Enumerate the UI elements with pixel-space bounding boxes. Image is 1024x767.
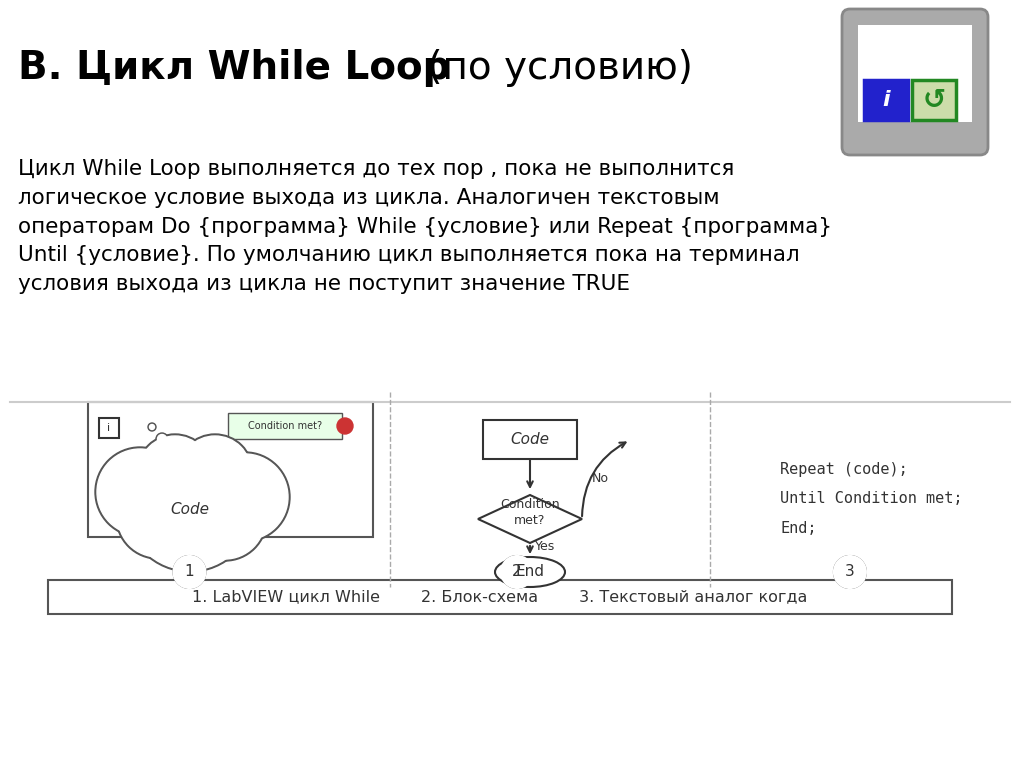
Circle shape [97,449,183,535]
Circle shape [95,447,185,537]
FancyBboxPatch shape [864,80,908,120]
FancyBboxPatch shape [483,420,577,459]
Text: 1: 1 [184,565,195,580]
Circle shape [150,424,155,430]
FancyBboxPatch shape [99,418,119,438]
FancyBboxPatch shape [912,80,956,120]
Circle shape [158,434,167,443]
Circle shape [127,444,253,570]
Text: Repeat (code);
Until Condition met;
End;: Repeat (code); Until Condition met; End; [780,462,963,536]
Text: Code: Code [171,502,210,516]
Circle shape [139,436,211,508]
Circle shape [152,492,232,572]
Ellipse shape [495,557,565,587]
Circle shape [337,418,353,434]
Circle shape [200,452,290,542]
Circle shape [185,479,265,559]
Circle shape [148,423,156,431]
Text: No: No [592,472,609,485]
Circle shape [167,446,183,462]
Text: Yes: Yes [535,540,555,553]
Text: Code: Code [511,433,550,447]
Circle shape [183,477,267,561]
Circle shape [169,447,181,460]
Text: В. Цикл While Loop: В. Цикл While Loop [18,49,451,87]
Text: Цикл While Loop выполняется до тех пор , пока не выполнится
логическое условие в: Цикл While Loop выполняется до тех пор ,… [18,159,831,295]
Circle shape [137,434,213,510]
Text: 2: 2 [512,565,522,580]
Circle shape [156,433,168,445]
Circle shape [125,442,255,572]
Text: 1. LabVIEW цикл While        2. Блок-схема        3. Текстовый аналог когда: 1. LabVIEW цикл While 2. Блок-схема 3. Т… [193,590,808,604]
Text: End: End [515,565,545,580]
Circle shape [173,556,206,588]
Circle shape [177,434,253,510]
Circle shape [501,556,534,588]
Text: Condition met?: Condition met? [248,421,323,431]
Text: (по условию): (по условию) [415,49,693,87]
Circle shape [116,475,200,559]
Text: i: i [883,90,890,110]
FancyBboxPatch shape [858,25,972,122]
Text: Condition
met?: Condition met? [500,499,560,528]
Text: 3: 3 [845,565,855,580]
Circle shape [834,556,866,588]
Circle shape [118,477,198,557]
Text: ↺: ↺ [923,86,945,114]
FancyBboxPatch shape [842,9,988,155]
Circle shape [179,436,251,508]
FancyBboxPatch shape [48,580,952,614]
FancyBboxPatch shape [228,413,342,439]
Polygon shape [478,495,582,543]
Circle shape [202,454,288,540]
Text: i: i [108,423,111,433]
Circle shape [154,494,230,570]
